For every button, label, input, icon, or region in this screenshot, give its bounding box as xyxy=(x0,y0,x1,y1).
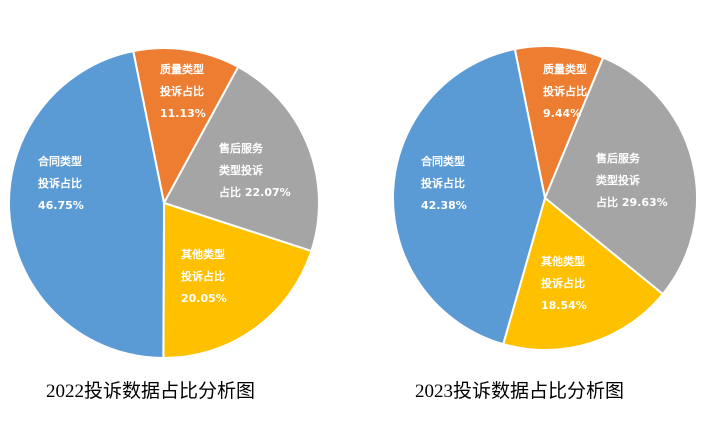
slice-label-2022-3: 其他类型投诉占比 20.05% xyxy=(181,247,227,305)
slice-label-2023-1: 质量类型投诉占比 9.44% xyxy=(543,62,587,120)
pie-slice-2022-3 xyxy=(162,201,313,360)
pie-2022: 合同类型投诉占比 46.75% 质量类型投诉占比 11.13% 售后服务类型投诉占比 2… xyxy=(8,47,320,360)
pie-slice-2022-2 xyxy=(162,65,320,253)
chart-title-2022: 2022投诉数据占比分析图 xyxy=(46,381,256,402)
pie-2023: 合同类型投诉占比 42.38% 质量类型投诉占比 9.44%售后服务类型投诉占比 29… xyxy=(392,45,698,351)
pie-slice-2023-1 xyxy=(513,45,605,202)
slice-label-2023-3: 其他类型投诉占比 18.54% xyxy=(541,254,587,312)
pie-slice-2023-2 xyxy=(543,56,698,296)
chart-title-2023: 2023投诉数据占比分析图 xyxy=(415,381,625,402)
slice-label-2023-0: 合同类型投诉占比 42.38% xyxy=(421,154,467,212)
pie-slice-2022-0 xyxy=(8,49,166,360)
pie-slice-2023-0 xyxy=(392,47,547,346)
slice-label-2022-2: 售后服务类型投诉占比 22.07% xyxy=(218,141,291,199)
slice-label-2022-1: 质量类型投诉占比 11.13% xyxy=(160,62,206,120)
slice-label-2022-0: 合同类型投诉占比 46.75% xyxy=(38,154,84,212)
slice-label-2023-2: 售后服务类型投诉占比 29.63% xyxy=(595,151,668,209)
pie-slice-2023-3 xyxy=(501,196,665,351)
pie-slice-2022-1 xyxy=(132,47,240,206)
